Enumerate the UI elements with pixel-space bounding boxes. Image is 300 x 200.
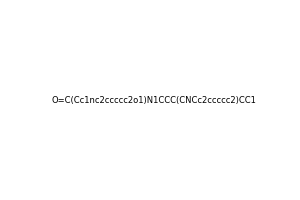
Text: O=C(Cc1nc2ccccc2o1)N1CCC(CNCc2ccccc2)CC1: O=C(Cc1nc2ccccc2o1)N1CCC(CNCc2ccccc2)CC1 (51, 97, 256, 106)
